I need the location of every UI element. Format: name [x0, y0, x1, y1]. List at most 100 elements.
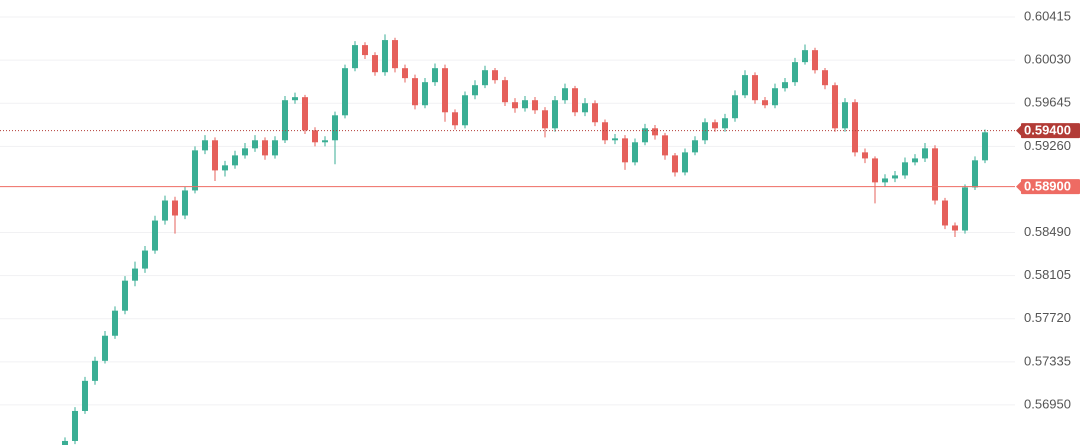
candle-body: [432, 68, 438, 83]
candle-body: [102, 335, 108, 361]
candle-body: [502, 80, 508, 103]
candle-body: [222, 165, 228, 171]
y-tick-label: 0.56950: [1024, 396, 1071, 411]
candle-body: [762, 100, 768, 106]
candle-body: [192, 150, 198, 191]
candle-body: [662, 135, 668, 156]
candle-body: [382, 40, 388, 73]
candle-body: [282, 100, 288, 141]
candle-body: [802, 50, 808, 63]
candle-body: [852, 102, 858, 153]
candle-body: [342, 68, 348, 116]
candle-body: [402, 68, 408, 79]
y-tick-label: 0.60415: [1024, 8, 1071, 23]
candle-body: [302, 97, 308, 131]
candle-body: [612, 138, 618, 141]
candle-body: [132, 268, 138, 281]
candle-body: [112, 310, 118, 336]
y-tick-label: 0.59260: [1024, 138, 1071, 153]
candle-body: [522, 100, 528, 109]
price-marker-label: 0.58900: [1024, 179, 1071, 194]
y-tick-label: 0.60030: [1024, 52, 1071, 67]
candle-body: [422, 82, 428, 106]
candle-body: [442, 68, 448, 113]
candle-body: [492, 70, 498, 81]
candle-body: [882, 178, 888, 183]
candle-body: [682, 152, 688, 173]
y-tick-label: 0.58490: [1024, 224, 1071, 239]
candle-body: [172, 200, 178, 216]
candle-body: [562, 88, 568, 101]
candle-body: [412, 78, 418, 106]
candle-body: [512, 102, 518, 109]
candle-body: [332, 115, 338, 141]
candle-body: [752, 75, 758, 101]
candle-body: [252, 140, 258, 149]
price-marker-box: [1021, 123, 1080, 139]
candle-body: [712, 122, 718, 129]
candle-body: [212, 140, 218, 171]
candle-body: [602, 122, 608, 141]
candle-body: [822, 70, 828, 86]
candle-body: [872, 158, 878, 183]
candle-body: [262, 140, 268, 156]
candle-body: [182, 190, 188, 216]
candle-body: [982, 132, 988, 161]
candle-body: [842, 102, 848, 129]
price-marker-arrow: [1016, 124, 1022, 137]
candle-body: [232, 155, 238, 166]
candle-body: [782, 82, 788, 89]
candle-body: [392, 40, 398, 69]
y-tick-label: 0.57335: [1024, 353, 1071, 368]
candle-body: [812, 50, 818, 71]
candle-body: [912, 158, 918, 163]
candle-body: [152, 220, 158, 251]
candle-body: [832, 85, 838, 129]
candle-body: [82, 380, 88, 411]
candle-body: [482, 70, 488, 86]
candle-body: [932, 148, 938, 201]
candle-body: [162, 200, 168, 221]
candle-body: [242, 148, 248, 156]
candle-body: [322, 140, 328, 143]
candle-body: [142, 250, 148, 269]
candle-body: [632, 142, 638, 163]
y-tick-label: 0.59645: [1024, 95, 1071, 110]
candle-body: [362, 45, 368, 56]
candle-body: [922, 148, 928, 159]
candle-body: [272, 140, 278, 156]
candle-body: [642, 128, 648, 143]
candle-body: [652, 128, 658, 136]
candle-body: [352, 45, 358, 69]
candle-body: [622, 138, 628, 163]
candle-body: [722, 118, 728, 129]
candle-body: [572, 88, 578, 113]
candle-body: [702, 122, 708, 141]
y-tick-label: 0.57720: [1024, 310, 1071, 325]
candle-body: [202, 140, 208, 151]
candle-body: [672, 155, 678, 173]
price-marker-label: 0.59400: [1024, 123, 1071, 138]
candle-body: [892, 175, 898, 179]
candle-body: [862, 152, 868, 159]
candle-body: [592, 103, 598, 123]
y-tick-label: 0.58105: [1024, 267, 1071, 282]
candle-body: [772, 88, 778, 106]
candle-body: [792, 62, 798, 83]
candle-body: [942, 200, 948, 226]
candle-body: [692, 140, 698, 153]
candle-body: [952, 225, 958, 231]
candle-body: [742, 75, 748, 96]
candle-body: [92, 360, 98, 381]
candle-body: [292, 97, 298, 101]
candle-body: [962, 187, 968, 231]
candle-body: [902, 162, 908, 176]
candle-body: [122, 280, 128, 311]
candle-body: [312, 130, 318, 143]
candle-body: [582, 103, 588, 113]
candle-body: [62, 440, 68, 445]
candle-body: [732, 95, 738, 119]
candle-body: [552, 100, 558, 129]
price-marker-arrow: [1016, 180, 1022, 193]
